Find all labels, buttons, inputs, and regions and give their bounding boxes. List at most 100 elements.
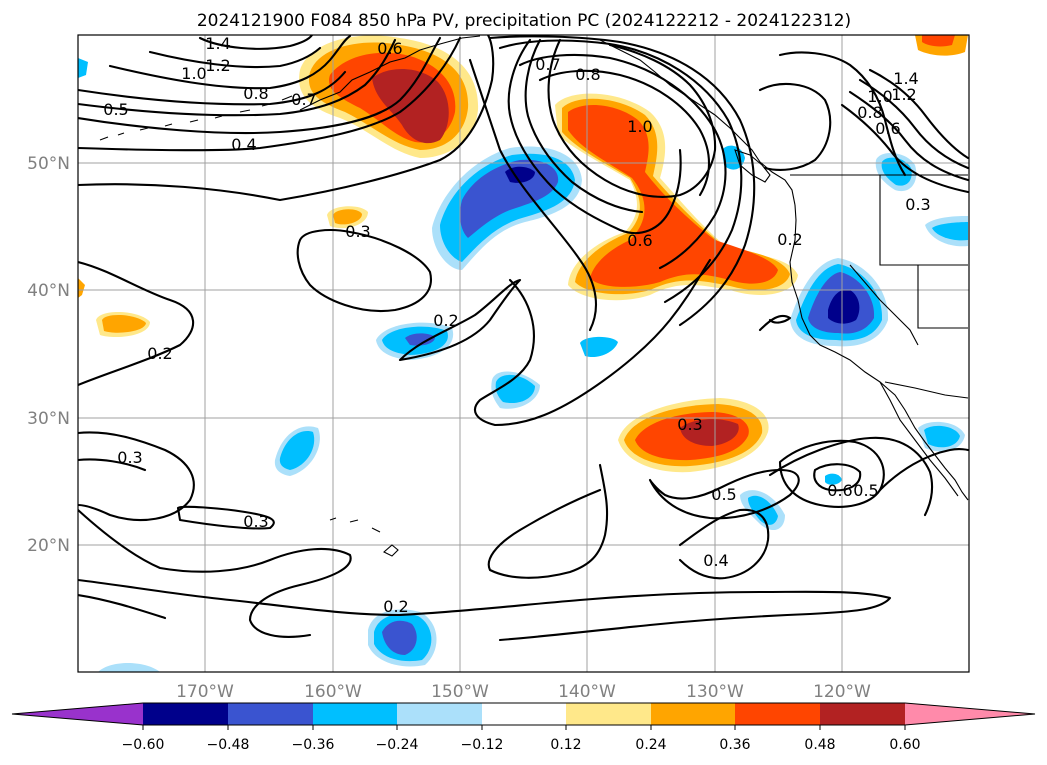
colorbar-tick-label: −0.36 bbox=[292, 737, 335, 753]
precip-negative-small-8 bbox=[78, 58, 88, 78]
border-states-1 bbox=[879, 175, 968, 266]
coast-baja bbox=[879, 381, 959, 497]
colorbar-tick-label: −0.60 bbox=[122, 737, 165, 753]
contour-label: 0.2 bbox=[383, 597, 408, 616]
contour-label: 0.8 bbox=[243, 84, 268, 103]
contour-pv-33 bbox=[487, 463, 609, 579]
latitude-labels: 50°N 40°N 30°N 20°N bbox=[27, 154, 70, 556]
colorbar-segment bbox=[397, 703, 482, 725]
precip-positive-top-2 bbox=[922, 35, 955, 47]
contour-pv-15 bbox=[538, 69, 710, 197]
contour-label: 0.6 bbox=[827, 481, 852, 500]
contour-label: 1.2 bbox=[891, 85, 916, 104]
contour-pv-1 bbox=[198, 35, 314, 50]
contour-pv-19 bbox=[468, 58, 597, 332]
contour-pv-29 bbox=[78, 508, 352, 638]
contour-pv-32 bbox=[78, 593, 167, 620]
colorbar-tick-label: 0.24 bbox=[635, 737, 666, 753]
border-states-2 bbox=[917, 265, 968, 329]
contour-label: 0.5 bbox=[103, 100, 128, 119]
colorbar-tick-label: −0.24 bbox=[376, 737, 419, 753]
contour-label: 0.8 bbox=[575, 65, 600, 84]
contour-pv-30 bbox=[176, 505, 275, 530]
colorbar-tick-label: −0.48 bbox=[207, 737, 250, 753]
contour-label: 0.3 bbox=[677, 415, 702, 434]
lon-label-140w: 140°W bbox=[558, 682, 616, 702]
lat-label-30n: 30°N bbox=[27, 409, 70, 429]
contour-label: 1.2 bbox=[205, 56, 230, 75]
contour-pv-39 bbox=[768, 436, 934, 517]
coast-alaska bbox=[299, 35, 481, 111]
contour-label: 0.7 bbox=[291, 90, 316, 109]
colorbar-segment bbox=[651, 703, 735, 725]
contour-label: 0.7 bbox=[535, 55, 560, 74]
precip-negative-small-10b bbox=[932, 222, 968, 241]
precip-shading bbox=[78, 35, 968, 672]
coast-hawaii bbox=[329, 517, 399, 557]
colorbar-tick-label: 0.48 bbox=[804, 737, 835, 753]
map-panel: 1.4 1.2 1.0 0.8 0.7 0.5 0.4 0.3 0.2 0.2 … bbox=[77, 34, 970, 673]
precip-negative-small-2 bbox=[580, 336, 618, 358]
contour-pv-31 bbox=[78, 578, 892, 642]
contour-pv-34 bbox=[648, 468, 800, 520]
contour-pv-8 bbox=[78, 35, 495, 202]
lon-label-160w: 160°W bbox=[304, 682, 362, 702]
colorbar-extend-high bbox=[905, 703, 1035, 725]
precip-positive-small-3 bbox=[78, 278, 85, 298]
contour-label: 1.4 bbox=[893, 69, 918, 88]
map-frame bbox=[77, 34, 970, 673]
contour-pv-26 bbox=[840, 103, 969, 194]
lon-label-120w: 120°W bbox=[813, 682, 871, 702]
colorbar-segment bbox=[313, 703, 397, 725]
precip-positive-se-4 bbox=[680, 419, 739, 446]
contour-label: 0.2 bbox=[777, 230, 802, 249]
longitude-labels: 170°W 160°W 150°W 140°W 130°W 120°W bbox=[176, 682, 871, 702]
contour-label: 0.8 bbox=[857, 103, 882, 122]
contour-label: 1.0 bbox=[181, 64, 206, 83]
colorbar-tick-label: −0.12 bbox=[461, 737, 504, 753]
contour-pv-10 bbox=[296, 229, 432, 312]
contour-label: 0.6 bbox=[627, 231, 652, 250]
contour-label: 0.2 bbox=[147, 344, 172, 363]
contour-labels: 1.4 1.2 1.0 0.8 0.7 0.5 0.4 0.3 0.2 0.2 … bbox=[103, 35, 930, 616]
contour-pv-7 bbox=[78, 36, 462, 152]
lat-label-20n: 20°N bbox=[27, 536, 70, 556]
lon-label-170w: 170°W bbox=[176, 682, 234, 702]
lat-label-50n: 50°N bbox=[27, 154, 70, 174]
contour-label: 0.2 bbox=[433, 311, 458, 330]
contour-pv-18 bbox=[488, 35, 756, 327]
colorbar-tick-label: 0.60 bbox=[889, 737, 920, 753]
contour-label: 0.3 bbox=[117, 448, 142, 467]
precip-negative-small-1c bbox=[405, 333, 435, 346]
border-states-3 bbox=[849, 264, 919, 346]
colorbar-segment bbox=[228, 703, 313, 725]
contour-label: 0.4 bbox=[231, 135, 256, 154]
contour-pv-20 bbox=[474, 258, 712, 427]
coast-west-us bbox=[789, 204, 969, 501]
precip-negative-small-13 bbox=[825, 473, 842, 485]
contour-label: 0.4 bbox=[703, 551, 728, 570]
contour-pv-17 bbox=[498, 39, 743, 304]
contour-pv-13 bbox=[524, 38, 644, 214]
contour-label: 0.6 bbox=[875, 119, 900, 138]
contour-pv-16 bbox=[518, 53, 727, 270]
contour-pv-24 bbox=[858, 78, 969, 170]
contour-pv-6 bbox=[78, 36, 442, 135]
lon-label-150w: 150°W bbox=[431, 682, 489, 702]
colorbar-segment bbox=[735, 703, 820, 725]
colorbar-segment bbox=[566, 703, 651, 725]
contour-pv-4 bbox=[78, 70, 347, 106]
contour-label: 1.0 bbox=[867, 87, 892, 106]
contour-label: 0.5 bbox=[711, 485, 736, 504]
colorbar-tick-label: 0.36 bbox=[719, 737, 750, 753]
graticule bbox=[78, 35, 969, 672]
contour-pv-14 bbox=[547, 38, 717, 198]
map-background bbox=[78, 35, 969, 672]
lon-label-130w: 130°W bbox=[686, 682, 744, 702]
precip-negative-small-7 bbox=[98, 663, 160, 672]
contour-pv-27 bbox=[78, 431, 195, 521]
precip-negative-california-4 bbox=[828, 289, 860, 324]
contour-label: 0.3 bbox=[345, 222, 370, 241]
colorbar-ticks: −0.60 −0.48 −0.36 −0.24 −0.12 0.12 0.24 … bbox=[122, 725, 921, 753]
